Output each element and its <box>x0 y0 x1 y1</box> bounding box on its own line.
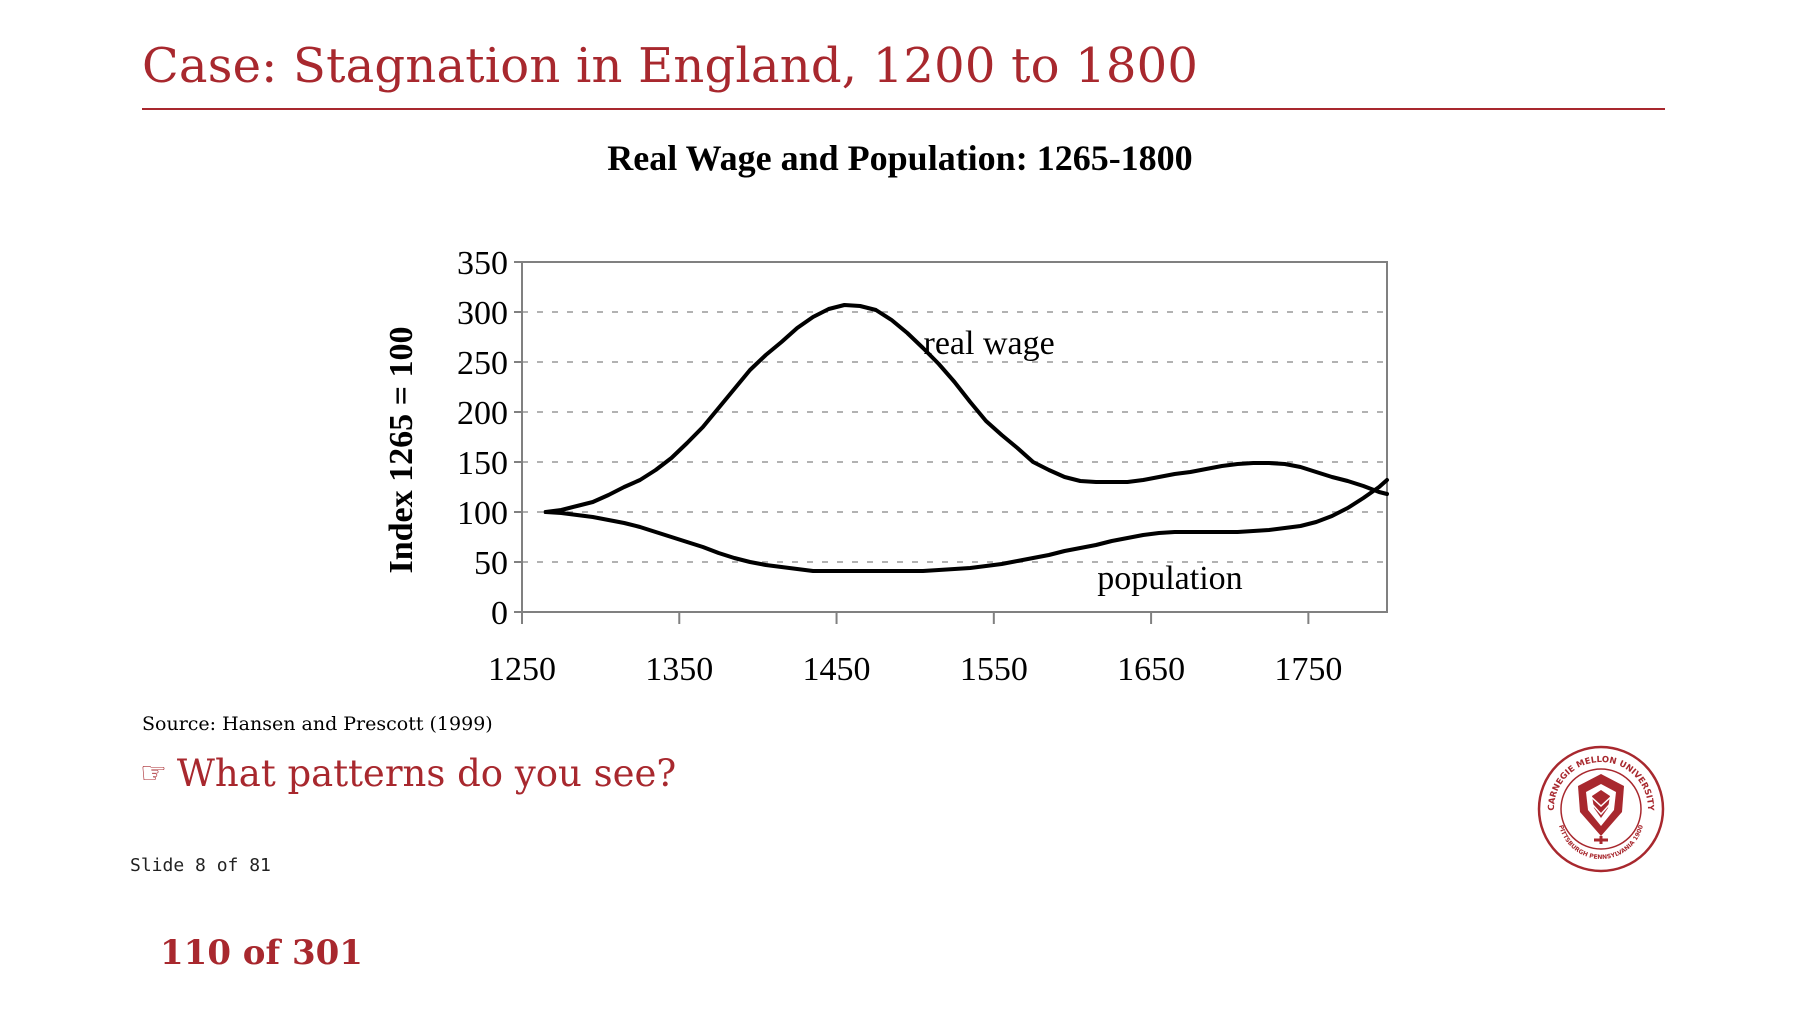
y-tick-label: 150 <box>457 445 508 482</box>
y-tick-label: 100 <box>457 495 508 532</box>
x-tick-label: 1550 <box>960 651 1028 688</box>
x-tick-label: 1250 <box>488 651 556 688</box>
y-tick-label: 0 <box>491 595 508 632</box>
y-axis-label: Index 1265 = 100 <box>383 326 420 573</box>
axis-ticks: 0 50 100 150 200 250 300 350 1250 1350 1450 1550 165… <box>457 245 1342 688</box>
x-tick-label: 1350 <box>645 651 713 688</box>
y-tick-label: 300 <box>457 295 508 332</box>
discussion-question: ☞ What patterns do you see? <box>140 752 676 795</box>
y-tick-label: 50 <box>474 545 508 582</box>
slide-number: Slide 8 of 81 <box>130 855 271 876</box>
plot-frame <box>521 261 1388 613</box>
y-tick-label: 350 <box>457 245 508 282</box>
series-lines <box>543 303 1389 573</box>
series-line-population <box>543 478 1389 573</box>
chart-title: Real Wage and Population: 1265-1800 <box>607 138 1192 178</box>
x-tick-label: 1650 <box>1117 651 1185 688</box>
series-label-population: population <box>1097 560 1242 597</box>
x-tick-label: 1450 <box>803 651 871 688</box>
source-note: Source: Hansen and Prescott (1999) <box>142 713 493 735</box>
series-label-real-wage: real wage <box>924 325 1055 362</box>
pointing-hand-icon: ☞ <box>140 756 167 791</box>
university-seal-logo: CARNEGIE MELLON UNIVERSITY PITTSBURGH PE… <box>1537 745 1665 873</box>
slide-title: Case: Stagnation in England, 1200 to 180… <box>142 38 1199 94</box>
question-text: What patterns do you see? <box>176 752 677 795</box>
thistle-emblem <box>1578 774 1624 844</box>
x-tick-label: 1750 <box>1274 651 1342 688</box>
y-tick-label: 250 <box>457 345 508 382</box>
page-counter: 110 of 301 <box>160 933 363 973</box>
title-divider <box>142 108 1665 110</box>
y-tick-label: 200 <box>457 395 508 432</box>
series-line-real-wage <box>543 303 1389 514</box>
